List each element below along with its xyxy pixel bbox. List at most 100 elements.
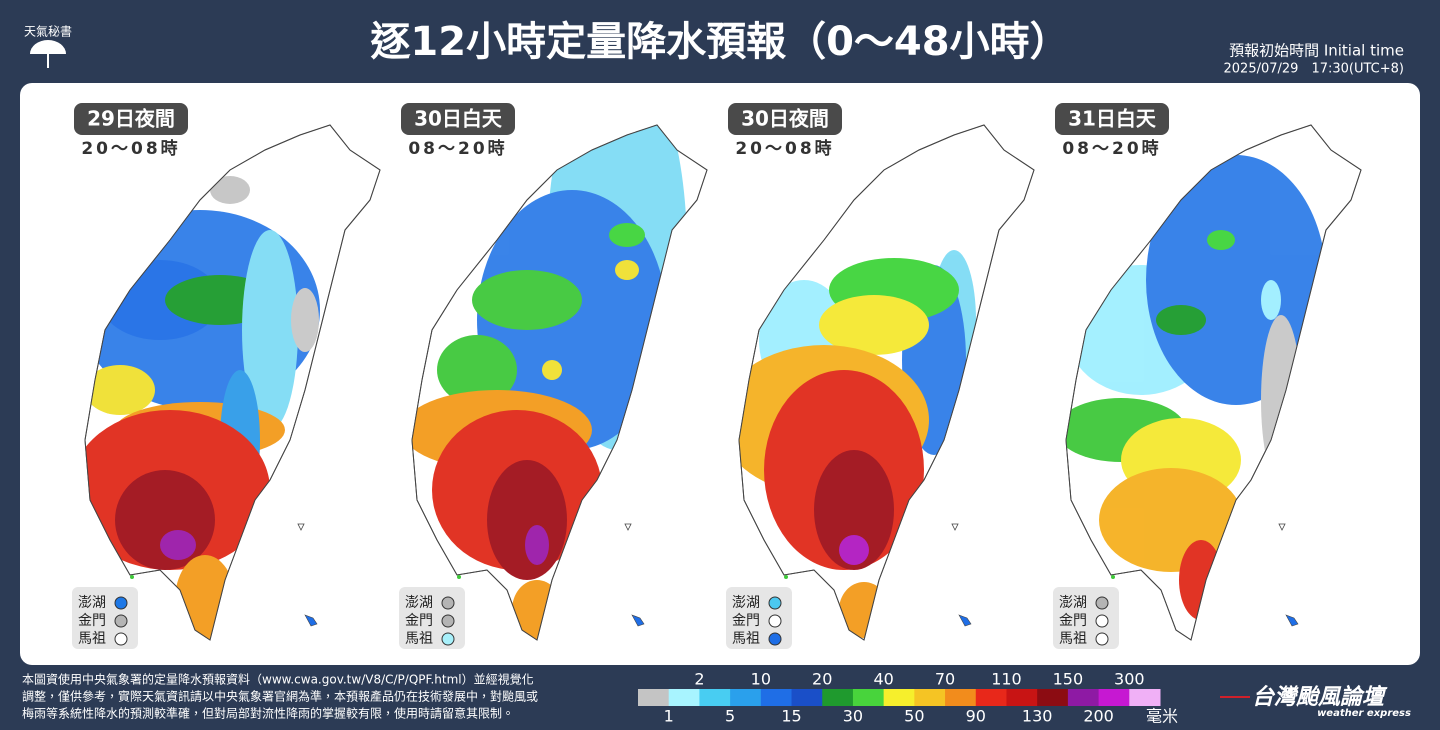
legend-swatch (730, 689, 762, 706)
legend-threshold: 150 (1053, 670, 1084, 689)
islet (951, 523, 959, 531)
rain-area (437, 335, 517, 405)
taiwan-outline (1065, 124, 1362, 641)
init-label: 預報初始時間 Initial time (1229, 42, 1404, 60)
islet (1278, 523, 1286, 531)
island-dot (768, 632, 782, 646)
rain-area (525, 525, 549, 565)
note-line: 梅雨等系統性降水的預測較準確，但對局部對流性降雨的掌握較有限，使用時請留意其限制… (22, 706, 514, 721)
legend-swatch (760, 689, 793, 706)
island-dot (114, 596, 128, 610)
islet (1111, 575, 1115, 579)
rain-layer (85, 176, 320, 640)
island-name: 馬祖 (78, 631, 106, 647)
legend-swatch (822, 689, 854, 706)
rain-layer (739, 250, 976, 638)
islet (130, 575, 134, 579)
period-label: 30日夜間 (741, 107, 829, 131)
island-dot (114, 632, 128, 646)
legend-threshold: 40 (873, 670, 893, 689)
legend-swatch (1037, 689, 1069, 706)
island-dot (768, 614, 782, 628)
island-name: 馬祖 (405, 631, 433, 647)
rain-area (819, 295, 929, 355)
island-name: 金門 (732, 613, 760, 629)
period-hours: 08～20時 (408, 138, 507, 159)
legend-swatch (1067, 689, 1100, 706)
period-label: 31日白天 (1068, 107, 1157, 131)
rain-area (291, 288, 319, 352)
legend-unit: 毫米 (1146, 707, 1178, 726)
period-label: 30日白天 (414, 107, 503, 131)
legend-swatch (668, 689, 700, 706)
island-dot (441, 632, 455, 646)
legend-swatch (791, 689, 823, 706)
islet (631, 614, 645, 627)
rain-area (542, 360, 562, 380)
note-line: 本圖資使用中央氣象署的定量降水預報資料（www.cwa.gov.tw/V8/C/… (22, 672, 534, 687)
rain-area (85, 365, 155, 415)
taiwan-outline (411, 124, 708, 641)
umbrella-icon (30, 40, 66, 54)
island-name: 金門 (78, 613, 106, 629)
legend-swatch (914, 689, 946, 706)
legend-threshold: 1 (664, 707, 674, 726)
rain-area (1207, 230, 1235, 250)
legend-threshold: 50 (904, 707, 924, 726)
rain-area (210, 176, 250, 204)
rain-area (609, 223, 645, 247)
period-badge (1055, 103, 1169, 135)
legend-threshold: 20 (812, 670, 832, 689)
island-dot (1095, 596, 1109, 610)
rain-area (1156, 305, 1206, 335)
islet (297, 523, 305, 531)
footer-note: 本圖資使用中央氣象署的定量降水預報資料（www.cwa.gov.tw/V8/C/… (22, 672, 538, 721)
period-badge (401, 103, 515, 135)
period-badge (74, 103, 188, 135)
rain-area (472, 270, 582, 330)
island-dot (768, 596, 782, 610)
taiwan-outline (84, 124, 381, 641)
init-time: 2025/07/29 17:30(UTC+8) (1224, 62, 1404, 77)
legend-swatch (699, 689, 731, 706)
rain-area (160, 530, 196, 560)
legend-threshold: 15 (781, 707, 801, 726)
legend-threshold: 300 (1114, 670, 1145, 689)
legend-threshold: 200 (1083, 707, 1114, 726)
island-dot (1095, 632, 1109, 646)
island-name: 澎湖 (1059, 595, 1087, 611)
legend-swatch (975, 689, 1007, 706)
legend-threshold: 90 (966, 707, 986, 726)
rain-area (487, 460, 567, 580)
island-dot (441, 596, 455, 610)
rain-area (615, 260, 639, 280)
legend-swatch (1006, 689, 1038, 706)
period-hours: 20～08時 (81, 138, 180, 159)
legend-swatch (638, 689, 670, 706)
legend-swatch (945, 689, 977, 706)
period-hours: 08～20時 (1062, 138, 1161, 159)
legend-swatch (883, 689, 915, 706)
islet (457, 575, 461, 579)
map-card (20, 83, 1420, 665)
period-label: 29日夜間 (87, 107, 175, 131)
islet (958, 614, 972, 627)
legend-threshold: 2 (694, 670, 704, 689)
taiwan-outline (738, 124, 1035, 641)
legend-threshold: 130 (1022, 707, 1053, 726)
legend-threshold: 110 (991, 670, 1022, 689)
island-name: 金門 (1059, 613, 1087, 629)
logo: 天氣秘書 (24, 25, 72, 68)
island-name: 澎湖 (78, 595, 106, 611)
title: 逐12小時定量降水預報（0～48小時） (370, 19, 1069, 65)
islet (1285, 614, 1299, 627)
island-dot (1095, 614, 1109, 628)
brand-sub: weather express (1317, 708, 1411, 719)
